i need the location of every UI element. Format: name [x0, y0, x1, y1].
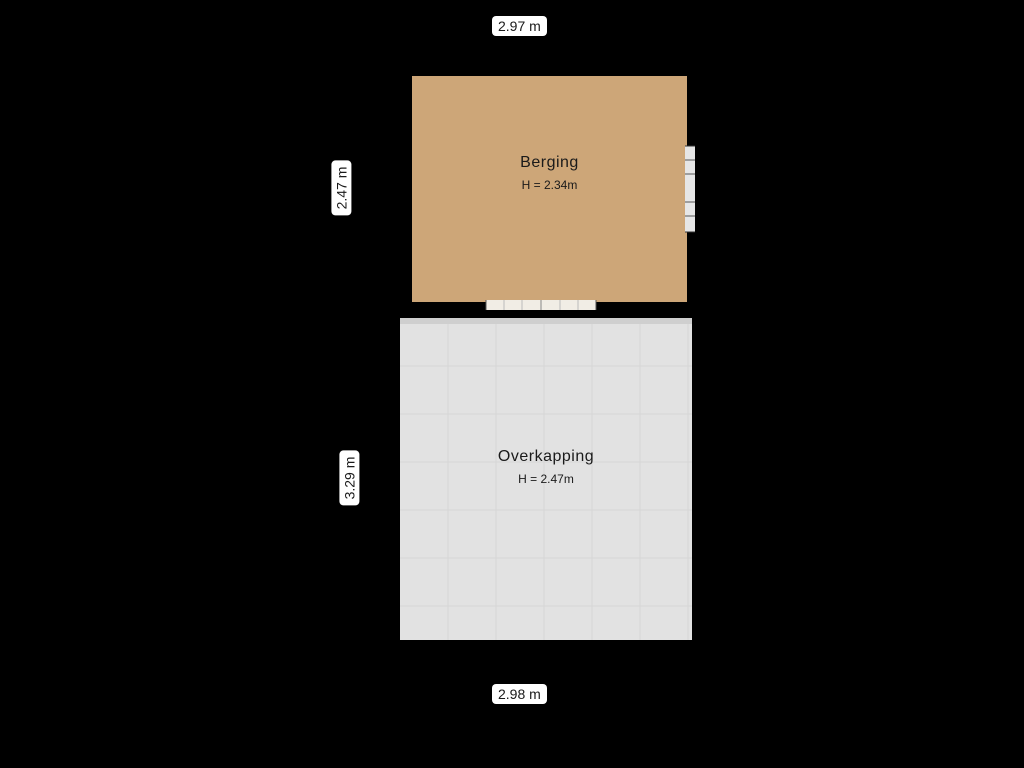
- door-icon: [486, 300, 596, 310]
- berging-label-group: Berging H = 2.34m: [404, 154, 695, 192]
- overkapping-label-group: Overkapping H = 2.47m: [400, 448, 692, 486]
- overkapping-height: H = 2.47m: [400, 472, 692, 486]
- room-overkapping: Overkapping H = 2.47m: [400, 318, 692, 640]
- room-berging: Berging H = 2.34m: [404, 68, 695, 310]
- berging-name: Berging: [404, 154, 695, 172]
- overkapping-name: Overkapping: [400, 448, 692, 466]
- berging-height: H = 2.34m: [404, 178, 695, 192]
- dimension-top: 2.97 m: [492, 16, 547, 36]
- dimension-bottom: 2.98 m: [492, 684, 547, 704]
- dimension-left-upper: 2.47 m: [331, 161, 351, 216]
- dimension-left-lower: 3.29 m: [339, 451, 359, 506]
